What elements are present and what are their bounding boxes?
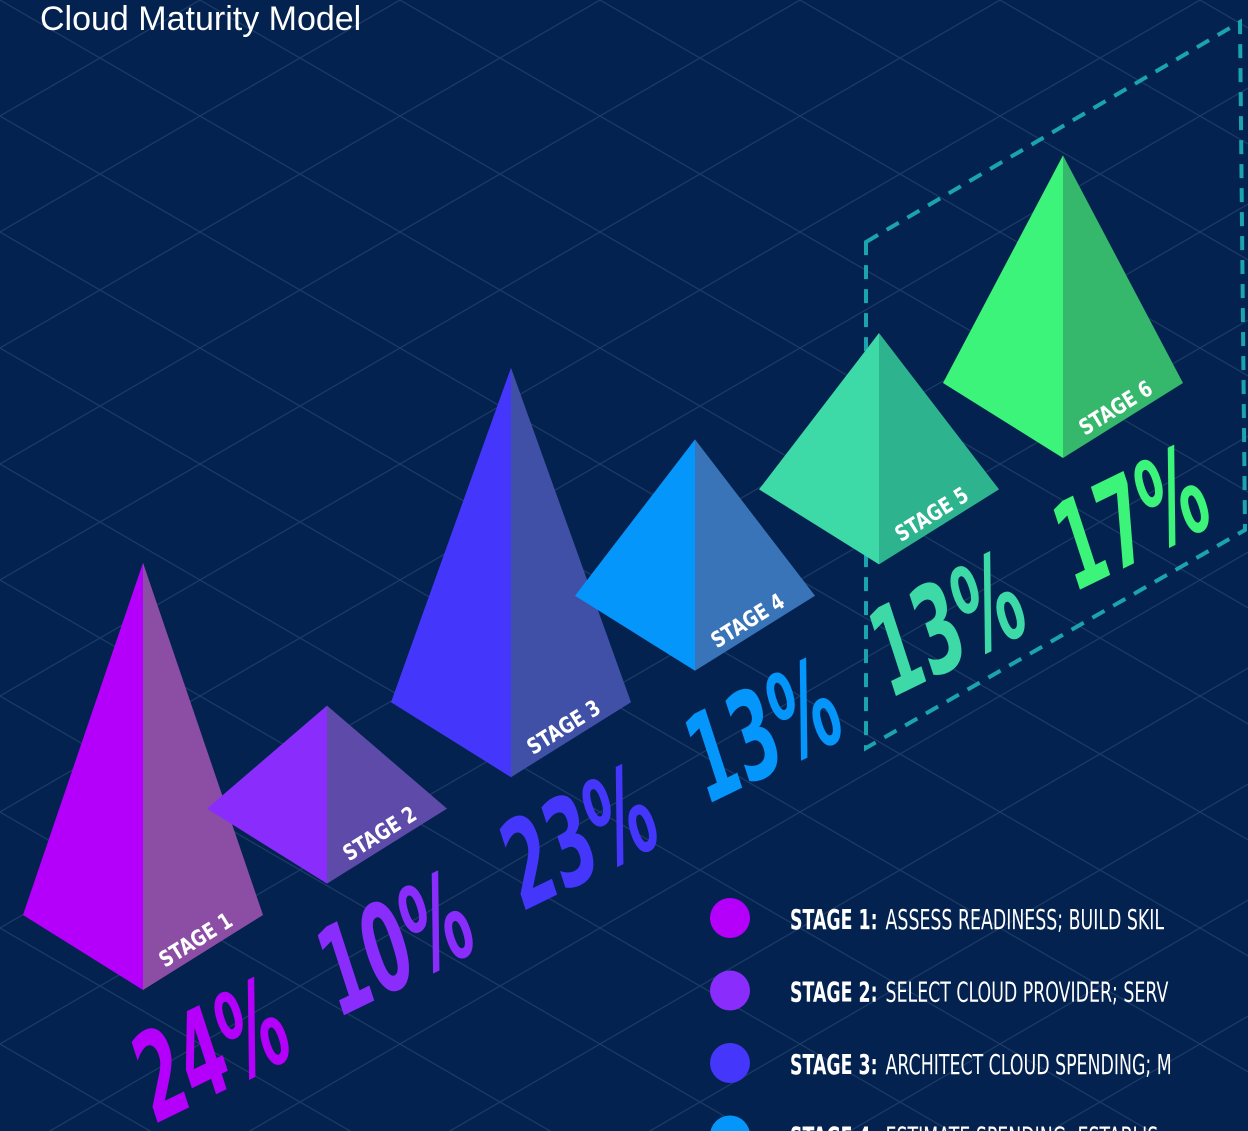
legend-text: ASSESS READINESS; BUILD SKIL [886, 904, 1165, 936]
legend-text: SELECT CLOUD PROVIDER; SERV [886, 976, 1169, 1008]
legend-dot [710, 971, 750, 1011]
legend-label: STAGE 1: [790, 904, 878, 936]
legend-text: ESTIMATE SPENDING; ESTABLIS [886, 1121, 1159, 1131]
legend-label: STAGE 4: [790, 1121, 878, 1131]
legend-label: STAGE 3: [790, 1049, 878, 1081]
chart: Cloud Maturity Model STAGE 124%STAGE 210… [0, 0, 1248, 1131]
legend-dot [710, 898, 750, 938]
legend-label: STAGE 2: [790, 976, 878, 1008]
chart-title: Cloud Maturity Model [40, 0, 361, 38]
legend-dot [710, 1043, 750, 1083]
legend-text: ARCHITECT CLOUD SPENDING; M [886, 1049, 1172, 1081]
infographic: Cloud Maturity Model STAGE 124%STAGE 210… [0, 0, 1248, 1131]
